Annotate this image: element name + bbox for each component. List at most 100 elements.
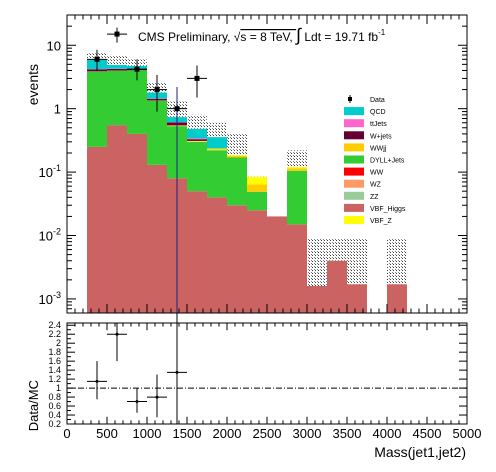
uncertainty-band-bin-5 <box>187 114 207 129</box>
ratio-y-tick-label-0: 0.2 <box>48 419 61 429</box>
legend-entry-vbf-z: VBF_Z <box>344 216 393 225</box>
y-axis-ticks: 10-3 10-2 10-1 1 10 <box>39 14 467 314</box>
legend-swatch <box>344 191 364 200</box>
legend-swatch <box>344 143 364 152</box>
bar-vbf-z-8 <box>247 176 267 185</box>
x-axis-ticks: 0 500 1000 1500 2000 2500 3000 3500 4000 4500 5000 <box>63 323 481 441</box>
x-axis-ticks-top <box>66 15 468 313</box>
ratio-point-marker <box>95 379 99 383</box>
uncertainty-band-bin-1 <box>107 55 127 66</box>
bar-dyll-jets-2 <box>127 70 147 134</box>
bar-vbf-higgs-1 <box>107 125 127 313</box>
bar-vbf-higgs-6 <box>207 197 227 313</box>
legend-swatch <box>344 131 364 140</box>
legend-swatch <box>344 216 364 224</box>
legend-swatch <box>344 119 364 128</box>
bar-dyll-jets-3 <box>147 100 167 165</box>
ratio-y-tick-label-4: 1 <box>56 383 61 393</box>
legend-label: WZ <box>370 182 382 189</box>
legend-swatch <box>344 107 364 116</box>
bar-vbf-higgs-8 <box>247 210 267 313</box>
bar-dyll-jets-5 <box>187 141 207 192</box>
bar-vbf-higgs-2 <box>127 133 147 313</box>
legend-swatch <box>344 203 364 212</box>
ratio-y-tick-label-10: 2.2 <box>48 329 61 339</box>
y-axis-label: events <box>25 64 41 105</box>
y-tick-label-1: 10-2 <box>39 227 61 244</box>
ratio-point-2 <box>127 388 147 413</box>
x-tick-label-8: 4000 <box>373 426 402 441</box>
bar-vbf-higgs-15 <box>387 284 407 313</box>
main-plot: 10-3 10-2 10-1 1 10 events CMS Preliminary, … <box>25 14 468 314</box>
bar-dyll-jets-7 <box>227 157 247 206</box>
bar-vbf-higgs-5 <box>187 191 207 313</box>
y-tick-label-3: 1 <box>54 102 61 117</box>
uncertainty-band-bin-6 <box>207 122 227 138</box>
legend-entry-data: Data <box>348 95 385 104</box>
legend-label: ZZ <box>370 194 379 201</box>
legend-label: Data <box>370 97 385 104</box>
bar-wwjj-6 <box>207 149 227 151</box>
data-point-marker <box>134 66 140 72</box>
uncertainty-band-bin-11 <box>307 238 327 286</box>
x-tick-label-1: 500 <box>96 426 118 441</box>
data-points <box>87 27 207 313</box>
bar-vbf-higgs-9 <box>267 216 287 313</box>
ratio-y-tick-label-1: 0.4 <box>48 410 61 420</box>
bar-dyll-jets-10 <box>287 170 307 225</box>
bar-vbf-higgs-11 <box>307 285 327 313</box>
legend-label: VBF_Higgs <box>370 206 406 213</box>
bar-vbf-z-7 <box>227 155 247 156</box>
bar-qcd-1 <box>107 65 127 69</box>
legend-entry-ttjets: ttJets <box>344 119 387 128</box>
ratio-point-marker <box>175 370 179 374</box>
data-point-5 <box>187 65 207 98</box>
ratio-point-marker <box>115 332 119 336</box>
bar-vbf-z-6 <box>207 148 227 150</box>
x-axis-label: Mass(jet1,jet2) <box>374 444 466 460</box>
bar-vbf-higgs-7 <box>227 205 247 313</box>
data-point-1 <box>107 27 127 43</box>
legend-swatch <box>344 155 364 164</box>
x-tick-label-2: 1000 <box>133 426 162 441</box>
bar-qcd-5 <box>187 128 207 139</box>
ratio-y-tick-label-2: 0.6 <box>48 401 61 411</box>
bar-vbf-higgs-0 <box>87 146 107 313</box>
x-tick-label-10: 5000 <box>453 426 482 441</box>
data-point-0 <box>87 49 107 71</box>
data-point-marker <box>194 75 200 81</box>
legend-label: VBF_Z <box>370 218 393 225</box>
legend-label: W+jets <box>370 133 392 140</box>
bar-vbf-higgs-13 <box>347 284 367 313</box>
ratio-point-marker <box>135 400 139 404</box>
data-point-marker <box>114 31 120 37</box>
bar-qcd-6 <box>207 137 227 149</box>
bar-vbf-higgs-3 <box>147 164 167 313</box>
y-tick-label-2: 10-1 <box>39 163 61 180</box>
bar-wwjj-10 <box>287 168 307 171</box>
ratio-y-tick-label-5: 1.2 <box>48 374 61 384</box>
legend-entry-wwjj: WWjj <box>344 143 387 152</box>
legend-label: WW <box>370 170 384 177</box>
ratio-point-1 <box>107 323 127 362</box>
uncertainty-band <box>87 53 407 286</box>
legend-swatch <box>344 167 364 176</box>
data-point-2 <box>127 59 147 81</box>
ratio-y-tick-label-7: 1.6 <box>48 356 61 366</box>
x-tick-label-0: 0 <box>63 426 70 441</box>
bar-ttjets-5 <box>187 138 207 140</box>
ratio-point-marker <box>155 395 159 399</box>
bar-w-jets-5 <box>187 139 207 141</box>
ratio-points <box>87 313 187 424</box>
data-point-marker <box>154 87 160 93</box>
ratio-y-tick-label-8: 1.8 <box>48 347 61 357</box>
bar-w-jets-1 <box>107 68 127 71</box>
data-point-4 <box>167 86 187 313</box>
bar-dyll-jets-1 <box>107 70 127 126</box>
bar-dyll-jets-8 <box>247 191 267 211</box>
ratio-y-axis-ticks: 0.20.40.60.811.21.41.61.822.22.4 <box>48 320 467 429</box>
legend-entry-wz: WZ <box>344 179 382 189</box>
uncertainty-band-bin-12 <box>327 238 347 261</box>
uncertainty-band-bin-10 <box>287 150 307 168</box>
